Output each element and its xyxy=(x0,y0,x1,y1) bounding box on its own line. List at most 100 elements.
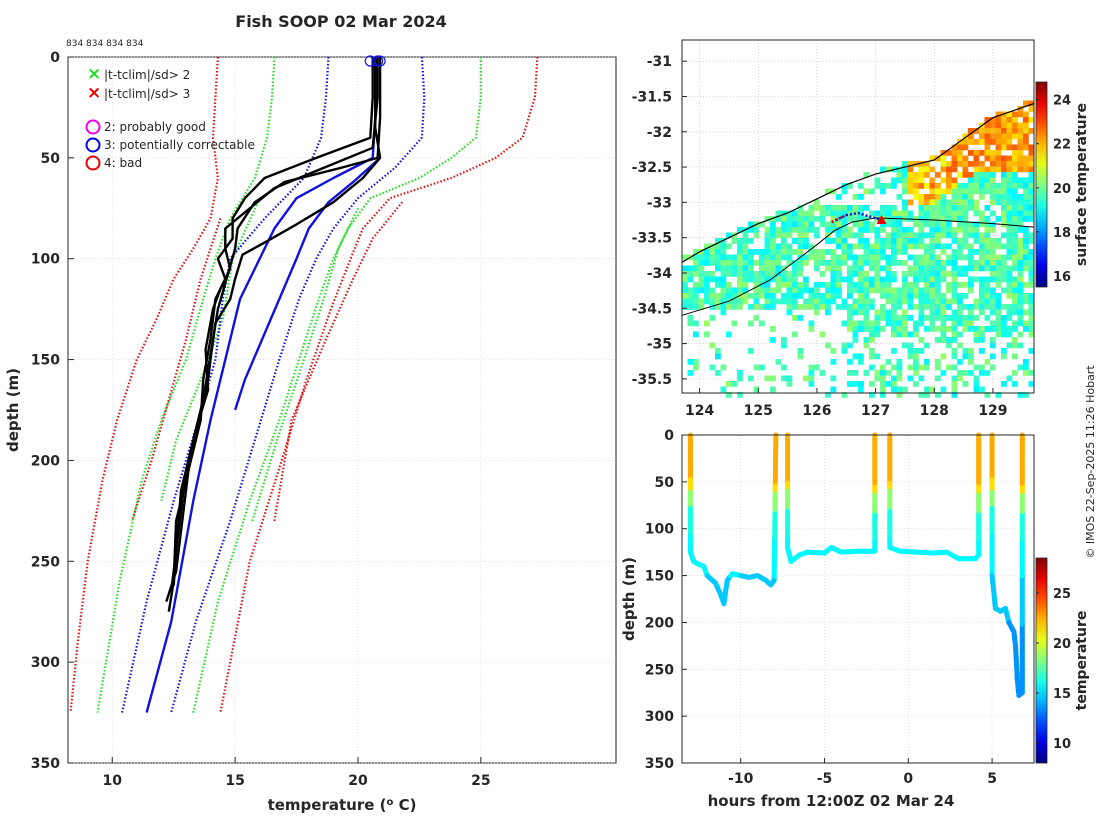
sst-pixel xyxy=(880,315,886,321)
sst-pixel xyxy=(891,183,897,189)
sst-pixel xyxy=(836,232,842,239)
sst-pixel xyxy=(753,232,760,239)
sst-pixel xyxy=(979,298,985,305)
sst-pixel xyxy=(913,282,919,288)
sst-pixel xyxy=(902,271,908,277)
sst-pixel xyxy=(874,232,881,239)
sst-pixel xyxy=(984,326,991,332)
sst-pixel xyxy=(924,287,930,294)
sst-pixel xyxy=(962,172,969,178)
sst-pixel xyxy=(874,276,881,283)
profile-series-line xyxy=(96,56,276,713)
sst-pixel xyxy=(951,210,958,217)
sst-pixel xyxy=(924,282,930,288)
sst-pixel xyxy=(764,260,771,266)
sst-pixel xyxy=(902,342,908,349)
sst-pixel xyxy=(1017,392,1024,398)
sst-pixel xyxy=(979,276,985,283)
sst-pixel xyxy=(715,254,721,261)
sst-pixel xyxy=(814,304,820,310)
sst-pixel xyxy=(841,210,848,217)
sst-pixel xyxy=(1023,282,1029,288)
sst-pixel xyxy=(968,183,974,189)
sst-pixel xyxy=(737,271,743,277)
sst-pixel xyxy=(951,183,958,189)
sst-pixel xyxy=(995,315,1002,321)
sst-pixel xyxy=(918,271,925,277)
sst-pixel xyxy=(979,139,985,145)
sst-pixel xyxy=(984,238,991,244)
sst-pixel xyxy=(913,232,919,239)
sst-pixel xyxy=(852,254,859,261)
sst-pixel xyxy=(803,216,809,222)
sst-pixel xyxy=(1023,370,1029,376)
sst-pixel xyxy=(1023,227,1029,233)
sst-pixel xyxy=(863,271,870,277)
sst-pixel xyxy=(836,287,842,294)
legend-flag-marker: × xyxy=(87,64,101,84)
sst-pixel xyxy=(715,238,721,244)
sst-pixel xyxy=(1017,315,1024,321)
sst-pixel xyxy=(759,254,765,261)
sst-pixel xyxy=(781,265,787,272)
sst-pixel xyxy=(852,287,859,294)
sst-pixel xyxy=(726,260,732,266)
sst-pixel xyxy=(946,150,952,156)
sst-pixel xyxy=(1023,199,1029,206)
sst-pixel xyxy=(907,232,914,239)
sst-pixel xyxy=(830,216,837,222)
sst-pixel xyxy=(880,287,886,294)
sst-pixel xyxy=(830,386,837,393)
sst-pixel xyxy=(770,298,776,305)
sst-pixel xyxy=(957,188,963,195)
sst-pixel xyxy=(737,276,743,283)
sst-pixel xyxy=(907,210,914,217)
sst-pixel xyxy=(907,227,914,233)
sst-pixel xyxy=(929,238,936,244)
map-x-tick-label: 128 xyxy=(920,403,949,419)
sst-pixel xyxy=(973,375,980,382)
sst-pixel xyxy=(995,265,1002,272)
sst-pixel xyxy=(1012,320,1018,327)
sst-pixel xyxy=(929,276,936,283)
sst-pixel xyxy=(968,227,974,233)
sst-pixel xyxy=(896,287,903,294)
sst-pixel xyxy=(1028,155,1035,162)
sst-pixel xyxy=(693,293,699,299)
sst-pixel xyxy=(940,177,947,184)
sst-pixel xyxy=(863,309,870,316)
sst-pixel xyxy=(1028,282,1035,288)
sst-pixel xyxy=(880,375,886,382)
sst-pixel xyxy=(1023,177,1029,184)
sst-pixel xyxy=(1028,265,1035,272)
sst-pixel xyxy=(962,188,969,195)
sst-pixel xyxy=(1023,161,1029,167)
sst-pixel xyxy=(929,166,936,173)
sst-pixel xyxy=(1001,271,1007,277)
sst-pixel xyxy=(924,298,930,305)
sst-pixel xyxy=(825,293,831,299)
sst-pixel xyxy=(1017,166,1024,173)
sst-pixel xyxy=(940,265,947,272)
sst-pixel xyxy=(693,249,699,255)
sst-pixel xyxy=(737,392,743,398)
sst-pixel xyxy=(1001,144,1007,151)
sst-pixel xyxy=(902,287,908,294)
sst-pixel xyxy=(1023,232,1029,239)
sst-pixel xyxy=(995,309,1002,316)
sst-pixel xyxy=(924,342,930,349)
sst-pixel xyxy=(973,304,980,310)
sst-pixel xyxy=(847,249,853,255)
sst-pixel xyxy=(836,282,842,288)
sst-pixel xyxy=(852,353,859,360)
sst-pixel xyxy=(1006,188,1013,195)
sst-pixel xyxy=(852,243,859,250)
sst-pixel xyxy=(1012,293,1018,299)
ts-y-tick-label: 300 xyxy=(645,709,674,725)
sst-pixel xyxy=(830,375,837,382)
sst-pixel xyxy=(990,139,996,145)
sst-pixel xyxy=(891,309,897,316)
sst-pixel xyxy=(984,254,991,261)
sst-pixel xyxy=(1017,161,1024,167)
profile-y-tick-label: 350 xyxy=(31,756,60,772)
